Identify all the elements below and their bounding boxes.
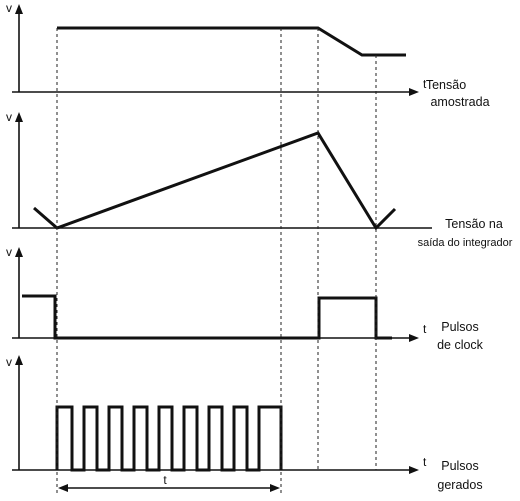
t-label-4: t [423,455,427,469]
timing-guides [56,28,377,494]
caption-generated-line-2: gerados [437,478,482,492]
t-label-3: t [423,322,427,336]
caption-sampled-voltage-line-2: amostrada [430,95,489,109]
v-label-2: v [6,110,12,124]
caption-integrator-line-2: saída do integrador [418,237,513,249]
v-arrow-4 [15,355,23,365]
panel-sampled-voltage: v t Tensão amostrada [6,1,490,109]
caption-integrator-line-1: Tensão na [445,217,503,231]
time-interval-right-arrow [270,484,280,492]
sampled-voltage-trace [57,26,406,57]
caption-generated-line-1: Pulsos [441,459,479,473]
t-arrow-1 [409,88,419,96]
time-interval-left-arrow [58,484,68,492]
panel-clock-pulses: v t Pulsos de clock [6,245,484,352]
panel-generated-pulses: v t Pulsos gerados [6,355,483,492]
integrator-output-trace [33,131,397,231]
v-arrow-1 [15,4,23,14]
v-label-4: v [6,355,12,369]
caption-clock-line-1: Pulsos [441,320,479,334]
time-interval-marker: t [58,473,280,492]
t-arrow-4 [409,466,419,474]
generated-pulse-trace [55,405,283,472]
v-label-3: v [6,245,12,259]
time-interval-label: t [163,473,167,487]
clock-pulse-trace [22,294,392,340]
v-arrow-3 [15,247,23,257]
t-arrow-3 [409,334,419,342]
v-arrow-2 [15,112,23,122]
v-label-1: v [6,1,12,15]
t-label-1: t [423,77,427,91]
caption-sampled-voltage-line-1: Tensão [426,78,466,92]
caption-clock-line-2: de clock [437,338,484,352]
panel-integrator-output: v Tensão na saída do integrador [6,110,513,249]
